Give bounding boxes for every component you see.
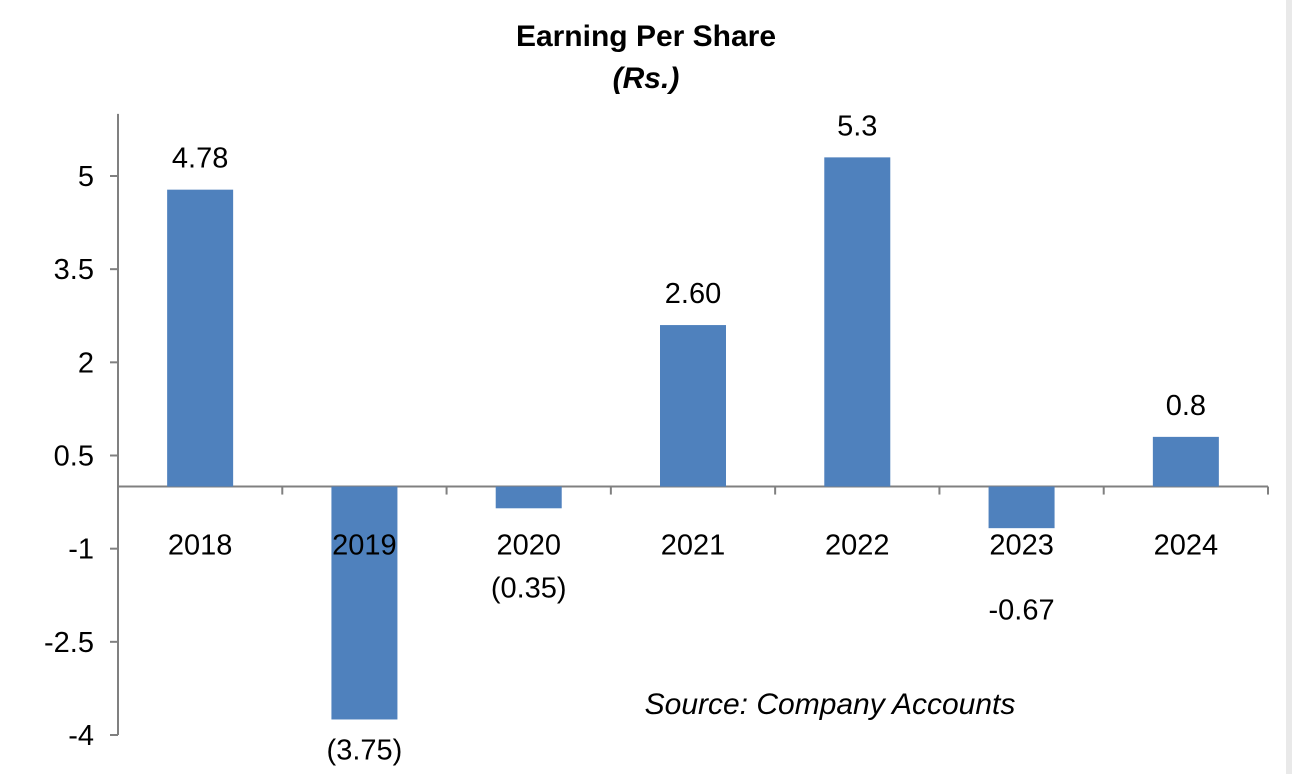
bar — [988, 486, 1055, 529]
category-label: 2019 — [332, 530, 397, 562]
category-label: 2020 — [496, 530, 561, 562]
x-axis-ticks — [117, 486, 1269, 495]
bar — [495, 486, 562, 509]
data-label: -0.67 — [989, 595, 1055, 627]
y-tick-label: -4 — [68, 720, 94, 752]
y-tick-label: 3.5 — [54, 254, 94, 286]
data-label: (0.35) — [491, 573, 567, 605]
source-annotation: Source: Company Accounts — [645, 688, 1016, 721]
category-label: 2022 — [825, 530, 890, 562]
data-label: 0.8 — [1166, 390, 1206, 422]
data-labels: 4.78 (3.75) (0.35) 2.60 5.3 -0.67 0.8 — [172, 110, 1206, 766]
category-label: 2023 — [989, 530, 1054, 562]
bar — [1152, 436, 1219, 487]
data-label: 5.3 — [837, 110, 877, 142]
y-tick-label: -1 — [68, 534, 94, 566]
data-label: (3.75) — [327, 734, 403, 766]
y-tick-label: 2 — [78, 347, 94, 379]
y-axis-ticks: 5 3.5 2 0.5 -1 -2.5 -4 — [44, 161, 118, 752]
category-label: 2021 — [661, 530, 726, 562]
bar — [331, 486, 398, 720]
data-label: 2.60 — [665, 278, 721, 310]
right-border — [1286, 0, 1292, 774]
y-tick-label: 5 — [78, 161, 94, 193]
y-tick-label: -2.5 — [44, 627, 94, 659]
category-label: 2018 — [168, 530, 233, 562]
category-labels: 2018 2019 2020 2021 2022 2023 2024 — [168, 530, 1218, 562]
bar — [824, 157, 891, 487]
y-tick-label: 0.5 — [54, 441, 94, 473]
data-label: 4.78 — [172, 143, 228, 175]
bar — [167, 189, 234, 487]
category-label: 2024 — [1154, 530, 1219, 562]
chart-title: Earning Per Share — [515, 20, 777, 53]
bar — [660, 325, 726, 487]
bar-series — [167, 157, 1219, 720]
chart-subtitle: (Rs.) — [612, 62, 680, 95]
